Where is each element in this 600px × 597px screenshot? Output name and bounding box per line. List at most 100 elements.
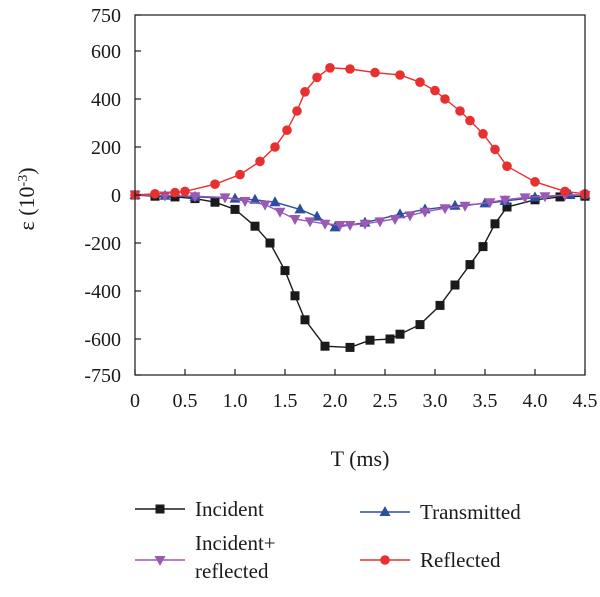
data-point-transmitted [294, 203, 306, 214]
legend-item-reflected: Reflected [360, 548, 501, 572]
data-point-incident-reflected [404, 211, 416, 222]
data-point-incident-reflected [484, 198, 496, 209]
data-point-transmitted [229, 192, 241, 203]
data-point-incident-reflected [344, 221, 356, 231]
y-tick-label: 0 [111, 185, 121, 207]
data-point-reflected [530, 177, 540, 187]
x-tick-label: 0 [130, 390, 140, 412]
data-point-incident [450, 280, 460, 290]
data-point-incident [395, 329, 405, 339]
data-point-incident-reflected [274, 207, 286, 218]
data-point-incident-reflected [359, 219, 371, 230]
x-tick-label: 4.0 [523, 390, 548, 412]
data-point-incident [502, 202, 512, 212]
y-tick-label: -200 [84, 233, 121, 255]
legend-label: Incident [195, 497, 264, 521]
series-reflected [130, 63, 590, 200]
data-point-incident-reflected [519, 193, 531, 204]
legend-marker [380, 555, 390, 565]
data-point-incident-reflected [319, 219, 331, 230]
data-point-reflected [345, 64, 355, 74]
svg-text:ε (10-3): ε (10-3) [14, 167, 39, 230]
legend-marker [379, 506, 391, 516]
data-point-incident [415, 320, 425, 330]
y-tick-label: 750 [91, 5, 121, 27]
data-point-reflected [312, 72, 322, 83]
data-point-incident-reflected [189, 192, 201, 203]
data-point-incident [490, 219, 500, 229]
y-tick-label: -600 [84, 329, 121, 351]
data-point-incident-reflected [304, 217, 316, 228]
x-tick-label: 0.5 [173, 390, 198, 412]
data-point-reflected [180, 186, 190, 197]
x-axis-title: T (ms) [331, 446, 390, 471]
data-point-reflected [325, 63, 335, 73]
y-tick-label: 400 [91, 89, 121, 111]
data-point-reflected [560, 186, 570, 197]
data-point-reflected [292, 106, 302, 116]
data-point-incident-reflected [374, 217, 386, 228]
data-point-incident-reflected [389, 215, 401, 225]
x-tick-label: 2.5 [373, 390, 398, 412]
data-point-reflected [455, 106, 465, 116]
y-tick-label: 600 [91, 41, 121, 63]
legend-label: Incident+ reflected [195, 531, 276, 583]
legend-label-line: Incident+ [195, 531, 276, 555]
legend-label: Reflected [420, 548, 501, 572]
data-point-reflected [395, 70, 405, 80]
x-tick-label: 3.0 [423, 390, 448, 412]
x-tick-label: 1.5 [273, 390, 298, 412]
data-point-incident [280, 266, 290, 276]
data-point-incident [465, 260, 475, 270]
data-point-incident [478, 242, 488, 252]
data-point-reflected [235, 169, 245, 180]
legend-marker [155, 504, 165, 514]
data-point-incident-reflected [439, 204, 451, 215]
data-point-reflected [270, 142, 280, 152]
data-point-reflected [478, 129, 488, 139]
y-tick-label: -400 [84, 281, 121, 303]
data-point-reflected [150, 189, 160, 199]
y-axis-title-close: ) [14, 167, 39, 174]
series-layer [129, 63, 591, 352]
data-point-reflected [255, 156, 265, 167]
data-point-incident-reflected [419, 207, 431, 218]
legend-item-incident-reflected: Incident+ reflected [135, 531, 276, 583]
legend-label-line: reflected [195, 559, 269, 583]
data-point-reflected [430, 85, 440, 96]
data-point-transmitted [249, 193, 261, 204]
data-point-incident [385, 334, 395, 344]
data-point-incident [250, 221, 260, 231]
data-point-reflected [490, 144, 500, 155]
data-point-reflected [282, 125, 292, 135]
x-tick-label: 4.5 [573, 390, 598, 412]
data-point-reflected [415, 77, 425, 87]
legend-marker [154, 556, 166, 566]
series-incident [130, 190, 590, 352]
x-tick-label: 1.0 [223, 390, 248, 412]
y-axis-title: ε (10-3) [14, 167, 39, 230]
ticks-layer: 0 0.5 1.0 1.5 2.0 2.5 3.0 3.5 4.0 4.5 750 600 400 200… [84, 5, 597, 412]
legend: Incident Transmitted Incident+ reflected Ref… [135, 497, 521, 583]
legend-item-incident: Incident [135, 497, 264, 521]
data-point-incident [345, 342, 355, 352]
series-incident-reflected [129, 191, 591, 231]
data-point-incident-reflected [259, 200, 271, 211]
data-point-reflected [502, 161, 512, 171]
data-point-transmitted [329, 221, 341, 232]
data-point-incident [320, 341, 330, 351]
data-point-incident-reflected [539, 192, 551, 203]
legend-label: Transmitted [420, 500, 521, 524]
plot-area-frame [134, 14, 586, 376]
data-point-incident [300, 315, 310, 325]
data-point-incident [290, 291, 300, 301]
data-point-incident-reflected [289, 215, 301, 225]
data-point-reflected [465, 115, 475, 126]
y-tick-label: 200 [91, 137, 121, 159]
y-axis-title-main: ε (10 [14, 186, 39, 230]
data-point-incident [265, 238, 275, 248]
data-point-incident-reflected [499, 195, 511, 206]
x-tick-label: 2.0 [323, 390, 348, 412]
data-point-reflected [370, 67, 380, 78]
